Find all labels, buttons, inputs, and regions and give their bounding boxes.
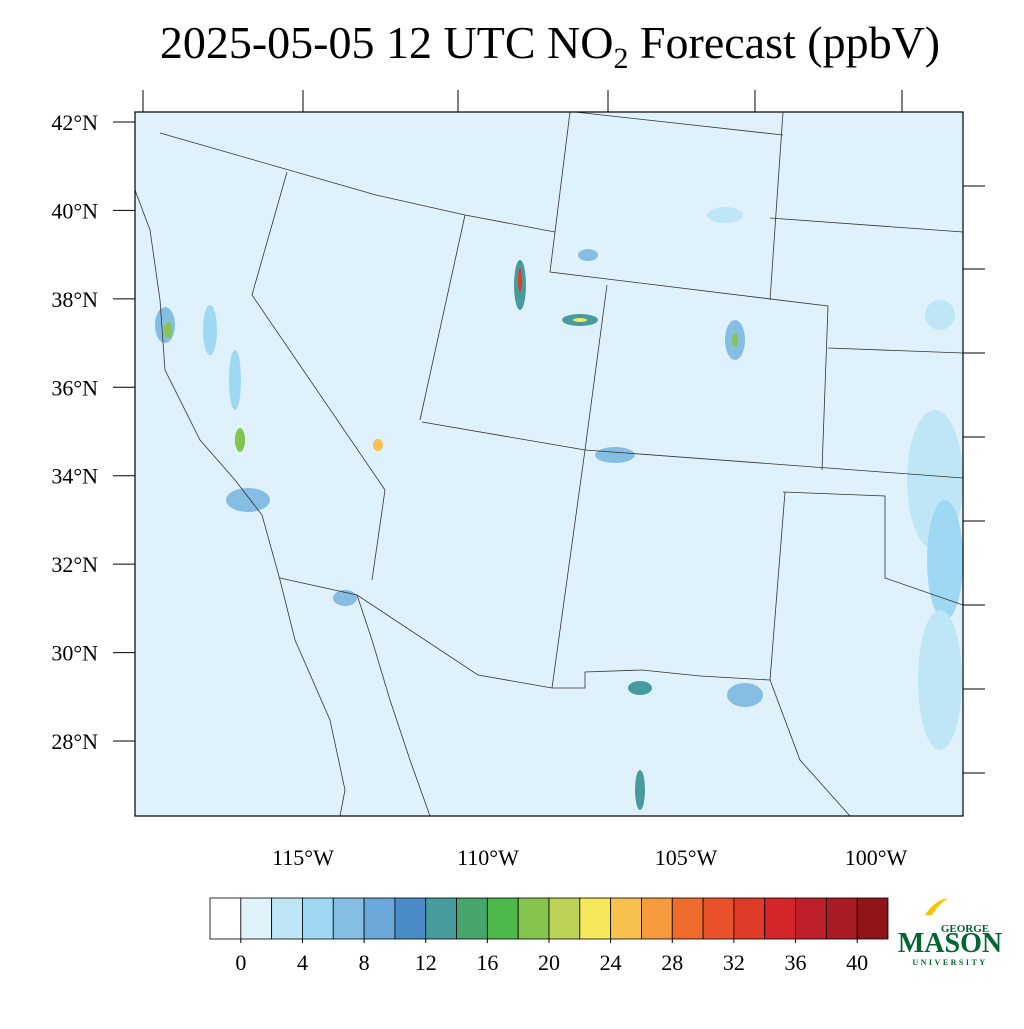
colorbar-label: 8 [359, 950, 370, 975]
colorbar-box [610, 897, 642, 940]
lat-label: 30°N [51, 641, 98, 666]
title: 2025-05-05 12 UTC NO2 Forecast (ppbV) [160, 17, 940, 75]
title-text: 2025-05-05 12 UTC NO [160, 17, 614, 68]
colorbar-label: 12 [415, 950, 437, 975]
title-suffix: Forecast (ppbV) [628, 17, 940, 68]
colorbar-box [856, 897, 889, 940]
boundaries [134, 111, 964, 817]
colorbar-label: 0 [235, 950, 246, 975]
lat-label: 36°N [51, 375, 98, 400]
colorbar-box [302, 897, 334, 940]
lon-label: 110°W [457, 845, 519, 870]
lon-label: 105°W [655, 845, 718, 870]
lat-label: 38°N [51, 287, 98, 312]
colorbar-box [332, 897, 365, 940]
colorbar-box [702, 897, 735, 940]
colorbar-label: 4 [297, 950, 308, 975]
title-subscript: 2 [613, 42, 628, 75]
logo-main: MASON [898, 928, 1002, 959]
logo-top: GEORGE [941, 923, 989, 935]
colorbar-label: 40 [846, 950, 868, 975]
colorbar-box [363, 897, 396, 940]
colorbar-label: 24 [600, 950, 622, 975]
colorbar-label: 16 [476, 950, 498, 975]
colorbar-box [764, 897, 796, 940]
logo-bottom: UNIVERSITY [912, 958, 987, 967]
colorbar-box [394, 897, 427, 940]
colorbar-box [671, 897, 704, 940]
lat-label: 42°N [51, 110, 98, 135]
colorbar-box [209, 897, 242, 940]
lat-label: 28°N [51, 729, 98, 754]
colorbar-label: 36 [785, 950, 807, 975]
lat-label: 40°N [51, 198, 98, 223]
colorbar-box [271, 897, 303, 940]
map-background [135, 112, 963, 816]
frame-ticks [142, 90, 985, 774]
plumes [155, 207, 963, 810]
logo: GEORGE MASON UNIVERSITY [898, 898, 1002, 967]
map-frame [134, 111, 964, 817]
map [134, 90, 985, 817]
colorbar-box [579, 897, 612, 940]
colorbar-box [456, 897, 488, 940]
colorbar-label: 32 [723, 950, 745, 975]
lat-label: 34°N [51, 464, 98, 489]
colorbar-label: 20 [538, 950, 560, 975]
colorbar-box [825, 897, 858, 940]
lon-label: 115°W [272, 845, 334, 870]
colorbar-box [641, 897, 673, 940]
colorbar-box [425, 897, 457, 940]
colorbar-box [795, 897, 827, 940]
colorbar-label: 28 [661, 950, 683, 975]
colorbar-box [733, 897, 766, 940]
colorbar-box [548, 897, 581, 940]
lat-label: 32°N [51, 552, 98, 577]
colorbar-box [240, 897, 273, 940]
lon-label: 100°W [845, 845, 908, 870]
colorbar-box [486, 897, 519, 940]
colorbar-box [517, 897, 550, 940]
